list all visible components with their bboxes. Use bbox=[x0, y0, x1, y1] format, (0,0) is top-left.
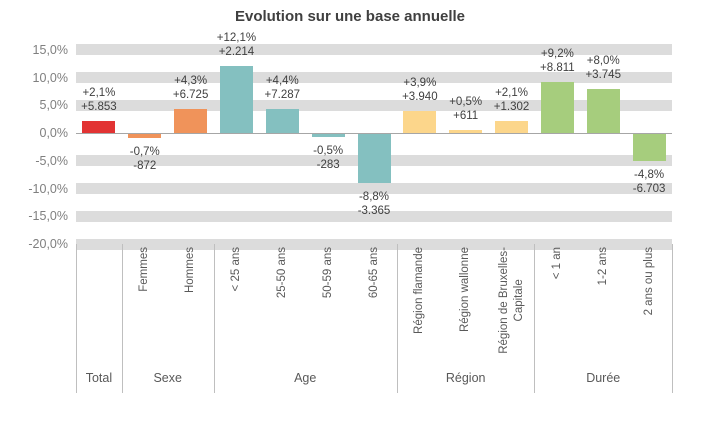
bar bbox=[265, 108, 299, 133]
bar bbox=[495, 121, 529, 133]
bar-value-label: +3,9% +3.940 bbox=[402, 77, 438, 104]
group-label: Age bbox=[294, 371, 317, 385]
category-label-text: 50-59 ans bbox=[321, 247, 334, 299]
y-axis-tick-label: -10,0% bbox=[28, 181, 68, 196]
chart-title: Evolution sur une base annuelle bbox=[234, 8, 466, 25]
category-label-text: Hommes bbox=[184, 247, 197, 294]
bar bbox=[311, 134, 345, 137]
y-axis-tick-label: 15,0% bbox=[32, 42, 68, 57]
group-label: Durée bbox=[586, 371, 621, 385]
bar-value-label: -0,5% -283 bbox=[313, 144, 344, 171]
grid-band bbox=[76, 183, 672, 194]
bar-value-label: +9,2% +8.811 bbox=[540, 47, 575, 74]
y-axis-tick-label: 5,0% bbox=[39, 98, 69, 113]
bar bbox=[586, 88, 620, 133]
bar-value-label: -8,8% -3.365 bbox=[357, 190, 391, 217]
bar-value-label: -4,8% -6.703 bbox=[632, 168, 666, 195]
bar-value-label: +4,3% +6.725 bbox=[172, 75, 209, 102]
bar bbox=[540, 81, 574, 133]
group-separator-line bbox=[672, 244, 673, 393]
category-label-text: < 1 an bbox=[550, 247, 563, 280]
group-label: Total bbox=[85, 371, 113, 385]
bar bbox=[82, 121, 116, 133]
category-label-text: 2 ans ou plus bbox=[642, 247, 655, 316]
category-label-text: Femmes bbox=[138, 247, 151, 292]
group-separator-line bbox=[396, 244, 398, 393]
bar-value-label: +8,0% +3.745 bbox=[585, 54, 621, 81]
bar bbox=[357, 134, 391, 183]
category-label-text: Région de Bruxelles- Capitale bbox=[497, 247, 525, 354]
bar bbox=[449, 130, 483, 133]
group-label: Région bbox=[445, 371, 486, 385]
bar bbox=[219, 65, 253, 133]
bar-value-label: +2,1% +1.302 bbox=[493, 87, 530, 114]
category-label-text: < 25 ans bbox=[229, 247, 242, 292]
grid-band bbox=[76, 72, 672, 83]
grid-band bbox=[76, 44, 672, 56]
y-axis-tick-label: 10,0% bbox=[32, 70, 68, 85]
x-axis-zero-line bbox=[76, 133, 672, 134]
bar-value-label: +2,1% +5.853 bbox=[81, 87, 117, 114]
category-label-text: 1-2 ans bbox=[596, 247, 609, 286]
bar bbox=[128, 134, 162, 138]
bar bbox=[632, 134, 666, 161]
category-label-text: Région wallonne bbox=[459, 247, 472, 333]
bar-value-label: +0,5% +611 bbox=[449, 96, 483, 123]
bar-value-label: +12,1% +2.214 bbox=[216, 31, 257, 58]
category-label-text: 60-65 ans bbox=[367, 247, 380, 299]
y-axis-tick-label: -20,0% bbox=[28, 237, 68, 251]
group-separator-line bbox=[534, 244, 536, 393]
group-separator-line bbox=[121, 244, 123, 393]
group-label: Sexe bbox=[153, 371, 182, 385]
group-separator-line bbox=[76, 244, 77, 393]
group-separator-line bbox=[213, 244, 215, 393]
bar bbox=[174, 109, 208, 133]
bar bbox=[403, 111, 437, 133]
bar-value-label: +4,4% +7.287 bbox=[264, 74, 301, 101]
grid-band bbox=[76, 238, 672, 250]
y-axis-tick-label: -15,0% bbox=[28, 209, 68, 224]
y-axis-tick-label: 0,0% bbox=[39, 126, 69, 140]
grid-band bbox=[76, 210, 672, 222]
bar-value-label: -0,7% -872 bbox=[129, 145, 160, 172]
grid-band bbox=[76, 99, 672, 111]
y-axis-tick-label: -5,0% bbox=[35, 153, 68, 168]
category-label-text: 25-50 ans bbox=[275, 247, 288, 299]
category-label-text: Région flamande bbox=[413, 247, 426, 334]
